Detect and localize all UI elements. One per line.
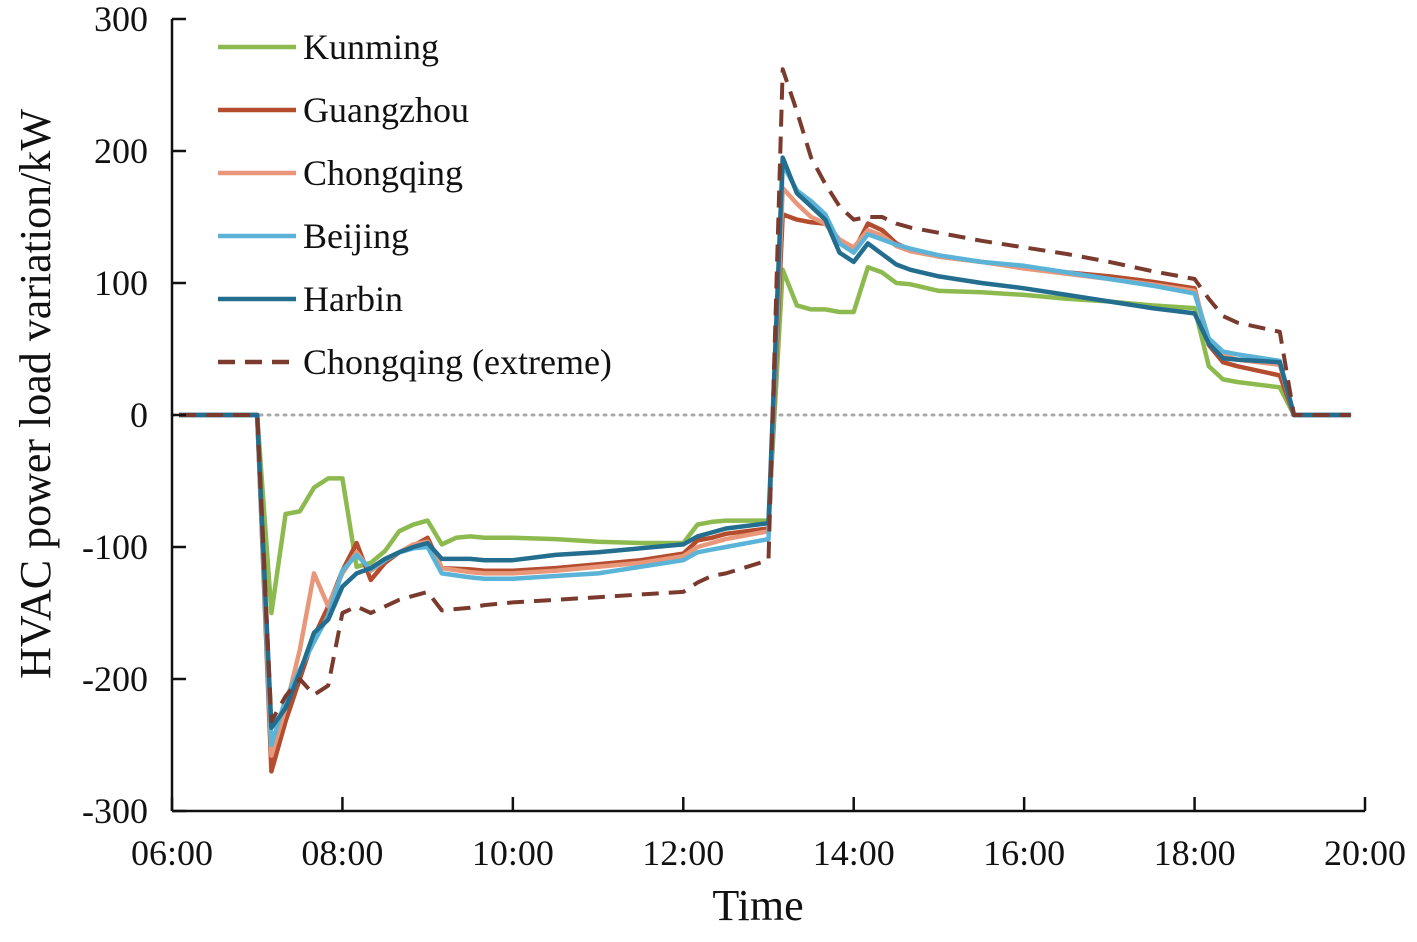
x-tick-label: 10:00 xyxy=(472,833,554,873)
series-line-chongqing-extreme xyxy=(179,67,1351,724)
series-line-beijing xyxy=(179,161,1351,748)
series-line-chongqing xyxy=(179,185,1351,758)
x-tick-label: 06:00 xyxy=(131,833,213,873)
legend-label-harbin: Harbin xyxy=(303,279,403,319)
y-tick-label: -200 xyxy=(82,659,148,699)
x-tick-label: 16:00 xyxy=(983,833,1065,873)
y-tick-label: 300 xyxy=(94,0,148,39)
y-axis-title: HVAC power load variation/kW xyxy=(11,109,60,679)
y-tick-label: -100 xyxy=(82,527,148,567)
x-tick-label: 08:00 xyxy=(301,833,383,873)
legend-label-kunming: Kunming xyxy=(303,27,439,67)
series-line-harbin xyxy=(179,155,1351,731)
x-tick-label: 20:00 xyxy=(1324,833,1406,873)
series-layer xyxy=(179,67,1351,774)
x-tick-label: 14:00 xyxy=(813,833,895,873)
legend-label-chongqing: Chongqing xyxy=(303,153,463,193)
legend: Kunming Guangzhou Chongqing Beijing Harbin Ch… xyxy=(218,27,612,382)
x-axis-title: Time xyxy=(712,881,803,930)
x-ticks: 06:00 08:00 10:00 12:00 14:00 16:00 18:00 20:00 xyxy=(131,797,1406,873)
y-tick-label: 100 xyxy=(94,263,148,303)
y-tick-label: 200 xyxy=(94,131,148,171)
series-line-kunming xyxy=(179,264,1351,616)
y-tick-label: 0 xyxy=(130,395,148,435)
series-line-guangzhou xyxy=(179,212,1351,774)
legend-label-chongqing-extreme: Chongqing (extreme) xyxy=(303,342,612,382)
legend-label-beijing: Beijing xyxy=(303,216,409,256)
y-ticks: 300 200 100 0 -100 -200 -300 xyxy=(82,0,186,831)
x-tick-label: 12:00 xyxy=(642,833,724,873)
legend-label-guangzhou: Guangzhou xyxy=(303,90,469,130)
y-tick-label: -300 xyxy=(82,791,148,831)
x-tick-label: 18:00 xyxy=(1154,833,1236,873)
